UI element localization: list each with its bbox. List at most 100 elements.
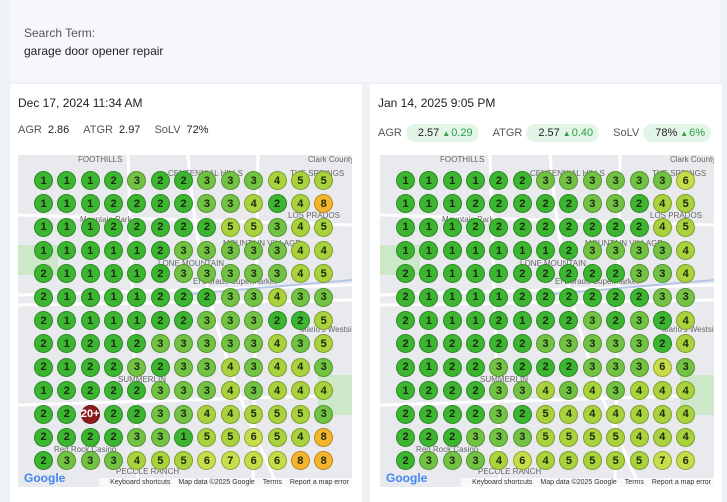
rank-pin: 1 [127,241,147,261]
rank-pin: 2 [419,427,439,447]
rank-pin: 2 [127,334,147,354]
rank-pin: 4 [676,311,696,331]
rank-pin: 1 [419,311,439,331]
rank-pin: 3 [676,357,696,377]
rank-pin: 3 [606,357,626,377]
rank-pin: 1 [466,287,486,307]
metric-value: 2.97 [119,124,141,136]
rank-pin: 2 [34,427,53,447]
map-label: LOS PRADOS [650,211,703,220]
rank-pin: 4 [629,427,649,447]
rank-pin: 2 [174,311,194,331]
rank-pin: 3 [267,217,287,237]
rank-pin: 3 [244,357,264,377]
rank-pin: 1 [466,311,486,331]
rank-pin: 2 [34,311,53,331]
rank-pin: 2 [536,311,556,331]
map-label: MOUNTAIN VILLAGE [585,239,663,248]
map-label: FOOTHILLS [440,155,485,164]
rank-pin: 1 [127,311,147,331]
rank-pin: 3 [244,311,264,331]
rank-pin: 3 [244,264,264,284]
rank-pin: 3 [174,241,194,261]
rank-pin: 5 [244,217,264,237]
rank-pin: 2 [489,311,509,331]
rank-pin: 2 [267,311,287,331]
rank-pin: 3 [652,171,672,190]
rank-pin: 2 [466,381,486,401]
map-label: Red Rock Casino [416,445,479,454]
rank-pin: 3 [582,357,602,377]
metric-value: 2.57 [417,127,440,139]
rank-pin: 1 [396,171,415,190]
map-footer-link: Keyboard shortcuts [472,479,533,486]
rank-pin: 5 [559,427,579,447]
rank-pin: 4 [582,404,602,424]
rank-pin: 3 [174,264,194,284]
rank-pin: 3 [150,381,170,401]
rank-pin: 2 [629,287,649,307]
rank-pin: 2 [606,264,626,284]
rank-pin: 1 [127,287,147,307]
rank-pin: 2 [150,194,170,214]
rank-pin: 1 [419,194,439,214]
rank-pin: 3 [582,334,602,354]
rank-pin: 20+ [80,404,100,424]
metric-change: 0.29 [442,127,472,139]
rank-pin: 1 [419,357,439,377]
rank-pin: 3 [220,194,240,214]
rank-pin: 1 [419,217,439,237]
rank-pin: 2 [127,381,147,401]
map-footer-link: Report a map error [651,479,711,486]
metric-name: AGR [378,127,402,139]
rank-pin: 2 [629,194,649,214]
rank-pin: 1 [34,217,53,237]
rank-pin: 3 [606,381,626,401]
rank-pin: 2 [174,171,194,190]
rank-pin: 5 [559,451,579,471]
rank-pin: 2 [442,381,462,401]
rank-pin: 3 [244,287,264,307]
rank-pin: 1 [57,264,77,284]
rank-pin: 2 [34,451,53,471]
rank-pin: 4 [290,194,310,214]
metric-pill: 2.570.40 [526,124,600,142]
rank-pin: 2 [57,381,77,401]
rank-pin: 2 [396,404,415,424]
rank-pin: 4 [652,194,672,214]
rank-pin: 1 [127,264,147,284]
rank-pin: 3 [220,334,240,354]
rank-pin: 4 [220,404,240,424]
rank-pin: 3 [174,357,194,377]
rank-pin: 3 [536,171,556,190]
rank-pin: 1 [419,287,439,307]
rank-pin: 3 [629,334,649,354]
rank-pin: 6 [267,451,287,471]
rank-pin: 2 [606,287,626,307]
rank-pin: 6 [652,357,672,377]
rank-pin: 5 [220,217,240,237]
rank-pin: 4 [489,451,509,471]
map-label: LONE MOUNTAIN [158,259,225,268]
rank-pin: 2 [466,334,486,354]
search-panel: Search Term: garage door opener repair [10,0,720,82]
rank-pin: 1 [34,171,53,190]
rank-pin: 2 [150,171,170,190]
metric-name: ATGR [492,127,523,139]
rank-pin: 2 [419,404,439,424]
report-date: Dec 17, 2024 11:34 AM [18,96,143,110]
rank-pin: 2 [536,217,556,237]
rank-pin: 2 [652,334,672,354]
rank-pin: 2 [466,194,486,214]
rank-pin: 5 [174,451,194,471]
rank-pin: 5 [267,427,287,447]
rank-pin: 2 [396,357,415,377]
rank-pin: 1 [57,334,77,354]
metric: AGR 2.570.29 [378,124,479,142]
rank-pin: 2 [489,217,509,237]
metric-pill: 78%6% [643,124,712,142]
rank-pin: 1 [174,427,194,447]
rank-pin: 2 [606,311,626,331]
rank-pin: 3 [582,194,602,214]
